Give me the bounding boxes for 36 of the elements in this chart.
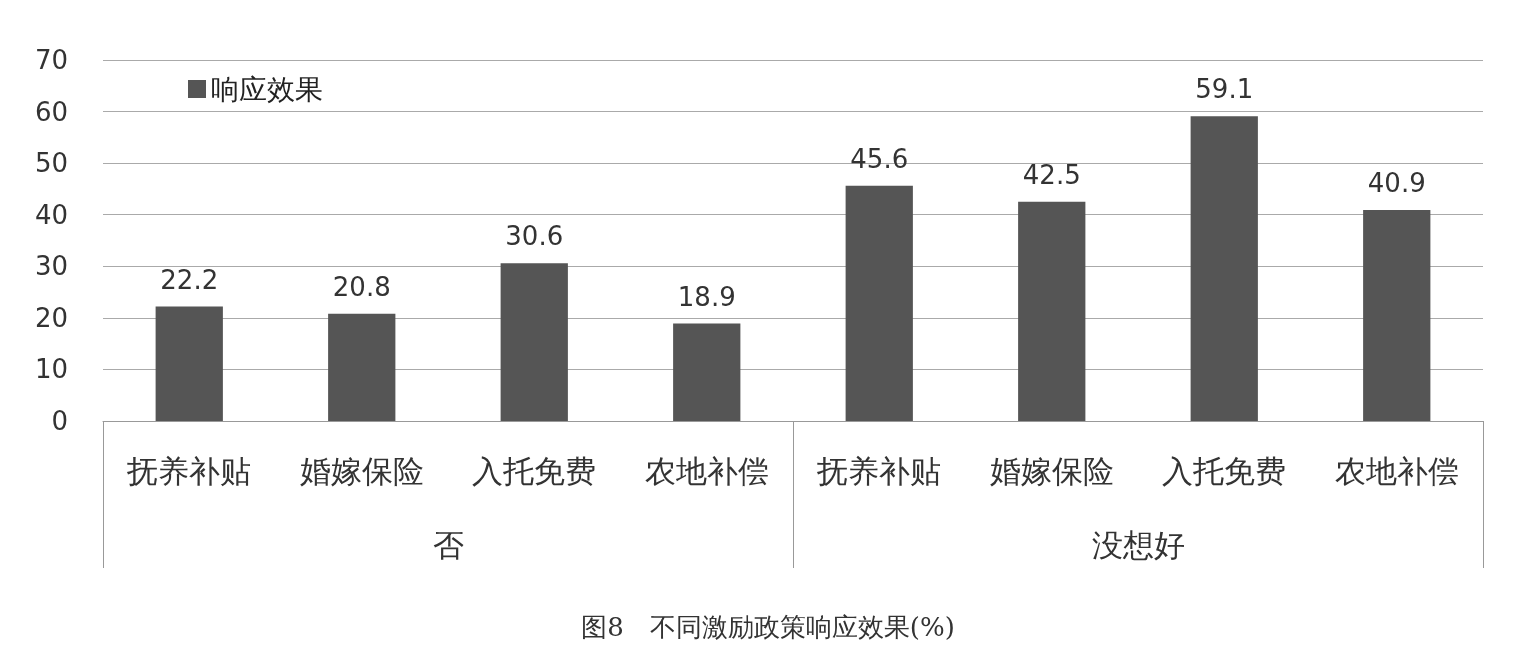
legend-label: 响应效果 (211, 72, 323, 106)
bar (845, 185, 913, 421)
y-tick-label: 20 (34, 302, 68, 333)
bar (673, 323, 741, 421)
data-label: 59.1 (1195, 74, 1254, 105)
data-label: 42.5 (1022, 159, 1081, 190)
x-tick-label: 入托免费 (1162, 452, 1287, 489)
bar (1190, 116, 1258, 421)
bar (1363, 210, 1431, 421)
bar (500, 263, 568, 421)
bar (1018, 201, 1086, 421)
data-label: 22.2 (160, 264, 219, 295)
data-label: 18.9 (677, 281, 736, 312)
x-tick-label: 入托免费 (472, 452, 597, 489)
bar (155, 306, 223, 421)
x-tick-label: 农地补偿 (1334, 452, 1459, 489)
text: 没想好 (1091, 526, 1185, 563)
y-tick-label: 10 (34, 354, 68, 385)
y-tick-label: 0 (51, 406, 68, 436)
text: 图8 不同激励政策响应效果(%) (581, 612, 955, 642)
y-tick-label: 40 (34, 199, 68, 230)
data-label: 20.8 (332, 271, 391, 302)
data-label: 40.9 (1367, 168, 1426, 199)
y-tick-label: 30 (34, 251, 68, 282)
bar (328, 313, 396, 421)
y-tick-label: 50 (34, 148, 68, 179)
y-tick-label: 60 (34, 96, 68, 127)
x-tick-label: 农地补偿 (644, 452, 769, 489)
y-tick-label: 70 (34, 45, 68, 75)
x-tick-label: 抚养补贴 (816, 452, 942, 489)
x-tick-label: 婚嫁保险 (299, 452, 424, 489)
data-label: 30.6 (505, 221, 564, 252)
data-label: 45.6 (850, 143, 909, 174)
text: 否 (432, 526, 464, 563)
x-tick-label: 抚养补贴 (126, 452, 252, 489)
x-tick-label: 婚嫁保险 (989, 452, 1114, 489)
